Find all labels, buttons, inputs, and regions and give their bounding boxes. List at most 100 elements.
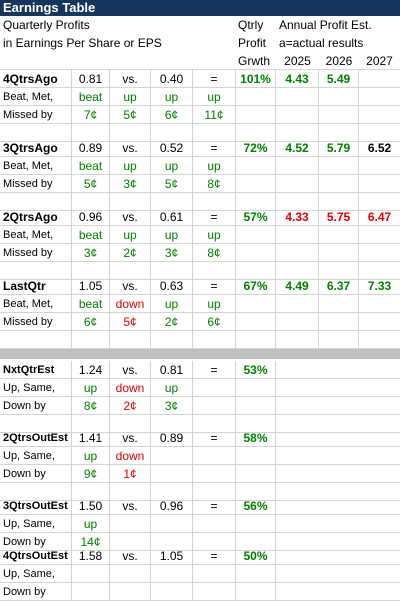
status-word — [110, 565, 151, 583]
empty-cell — [236, 226, 276, 244]
status-label: Beat, Met, — [0, 226, 72, 244]
empty-cell — [319, 262, 359, 280]
vs-label: vs. — [110, 429, 151, 447]
amount-value: 7¢ — [72, 106, 110, 124]
amount-value: 5¢ — [110, 106, 151, 124]
future-row-2QtrsOutEst: 2QtrsOutEst 1.41 vs. 0.89 = 58% — [0, 429, 400, 447]
empty-cell — [359, 331, 400, 349]
status-word: beat — [72, 157, 110, 175]
empty-cell — [276, 379, 319, 397]
empty-cell — [72, 124, 110, 142]
spacer-row — [0, 262, 400, 280]
vs-label: vs. — [110, 208, 151, 226]
empty-cell — [236, 262, 276, 280]
empty-cell — [110, 193, 151, 211]
header-qtrly-3: Grwth — [238, 54, 271, 68]
empty-cell — [276, 583, 319, 601]
prior-eps-value: 1.05 — [151, 547, 193, 565]
empty-cell — [319, 226, 359, 244]
growth-value: 50% — [236, 547, 276, 565]
status-label: Beat, Met, — [0, 157, 72, 175]
amount-value — [110, 583, 151, 601]
quarter-label: 3QtrsOutEst — [0, 497, 72, 515]
annual-estimate: 6.52 — [367, 141, 392, 155]
status-word: up — [110, 157, 151, 175]
spacer-row — [0, 415, 400, 433]
future-amount-row: Down by 9¢ 1¢ — [0, 465, 400, 483]
amount-value — [110, 533, 151, 551]
empty-cell — [276, 262, 319, 280]
prior-eps-value: 0.96 — [151, 497, 193, 515]
annual-estimate — [359, 70, 400, 88]
amount-value: 6¢ — [72, 313, 110, 331]
empty-cell — [319, 244, 359, 262]
empty-cell — [319, 331, 359, 349]
empty-cell — [193, 262, 236, 280]
empty-cell — [193, 583, 236, 601]
eps-value: 0.96 — [72, 208, 110, 226]
amount-value — [151, 465, 193, 483]
quarter-row-LastQtr: LastQtr 1.05 vs. 0.63 = 67% 4.49 6.37 7.33 — [0, 277, 400, 295]
empty-cell — [276, 313, 319, 331]
status-word: beat — [72, 226, 110, 244]
status-word: up — [151, 157, 193, 175]
empty-cell — [276, 106, 319, 124]
spacer-row — [0, 193, 400, 211]
table-title: Earnings Table — [0, 0, 400, 16]
missed-label: Missed by — [0, 313, 72, 331]
empty-cell — [276, 157, 319, 175]
empty-cell — [359, 157, 400, 175]
quarter-status-row: Beat, Met, beat down up up — [0, 295, 400, 313]
empty-cell — [276, 397, 319, 415]
empty-cell — [359, 379, 400, 397]
empty-cell — [151, 262, 193, 280]
empty-cell — [319, 295, 359, 313]
empty-cell — [276, 331, 319, 349]
empty-cell — [359, 226, 400, 244]
empty-cell — [359, 429, 400, 447]
equals-sign: = — [193, 139, 236, 157]
amount-value: 8¢ — [193, 175, 236, 193]
status-label: Beat, Met, — [0, 295, 72, 313]
quarter-label: NxtQtrEst — [0, 361, 72, 379]
status-word: up — [72, 447, 110, 465]
status-word: up — [110, 226, 151, 244]
empty-cell — [72, 193, 110, 211]
empty-cell — [0, 415, 72, 433]
status-word — [72, 565, 110, 583]
amount-value: 5¢ — [110, 313, 151, 331]
future-row-3QtrsOutEst: 3QtrsOutEst 1.50 vs. 0.96 = 56% — [0, 497, 400, 515]
amount-value: 8¢ — [72, 397, 110, 415]
empty-cell — [236, 124, 276, 142]
future-amount-row: Down by 8¢ 2¢ 3¢ — [0, 397, 400, 415]
empty-cell — [236, 583, 276, 601]
empty-cell — [276, 547, 319, 565]
growth-value: 57% — [236, 208, 276, 226]
empty-cell — [151, 331, 193, 349]
header-annual-1: Annual Profit Est. — [279, 18, 372, 32]
eps-value: 1.58 — [72, 547, 110, 565]
empty-cell — [319, 175, 359, 193]
empty-cell — [359, 583, 400, 601]
status-word: up — [110, 88, 151, 106]
header-row-1: Quarterly Profits Qtrly Annual Profit Es… — [0, 16, 400, 34]
quarter-status-row: Beat, Met, beat up up up — [0, 88, 400, 106]
status-word — [151, 447, 193, 465]
status-label: Up, Same, — [0, 565, 72, 583]
empty-cell — [359, 313, 400, 331]
prior-eps-value: 0.40 — [151, 70, 193, 88]
missed-label: Missed by — [0, 175, 72, 193]
empty-cell — [276, 515, 319, 533]
annual-estimate: 4.52 — [276, 139, 319, 157]
empty-cell — [193, 565, 236, 583]
empty-cell — [319, 88, 359, 106]
empty-cell — [236, 447, 276, 465]
empty-cell — [0, 193, 72, 211]
quarter-amount-row: Missed by 3¢ 2¢ 3¢ 8¢ — [0, 244, 400, 262]
spacer-row — [0, 331, 400, 349]
empty-cell — [319, 313, 359, 331]
empty-cell — [276, 361, 319, 379]
empty-cell — [359, 295, 400, 313]
empty-cell — [0, 262, 72, 280]
empty-cell — [0, 483, 72, 501]
